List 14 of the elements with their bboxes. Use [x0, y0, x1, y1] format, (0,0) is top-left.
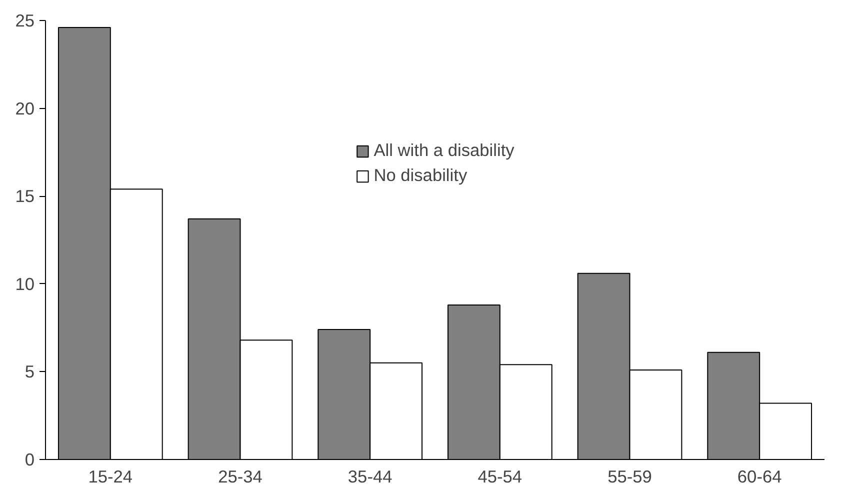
y-tick-label: 5 [24, 362, 35, 382]
legend-label: All with a disability [374, 140, 514, 161]
legend-label: No disability [374, 165, 468, 186]
x-tick-label: 45-54 [478, 466, 522, 485]
x-tick-label: 25-34 [218, 466, 263, 485]
y-tick-label: 15 [15, 186, 35, 206]
x-tick-label: 35-44 [348, 466, 393, 485]
y-tick-label: 10 [15, 274, 35, 294]
x-tick-label: 60-64 [737, 466, 782, 485]
x-tick-label: 15-24 [88, 466, 133, 485]
y-tick-label: 0 [24, 450, 35, 470]
x-tick-label: 55-59 [608, 466, 652, 485]
y-tick-label: 25 [15, 10, 35, 30]
y-tick-label: 20 [15, 98, 35, 118]
